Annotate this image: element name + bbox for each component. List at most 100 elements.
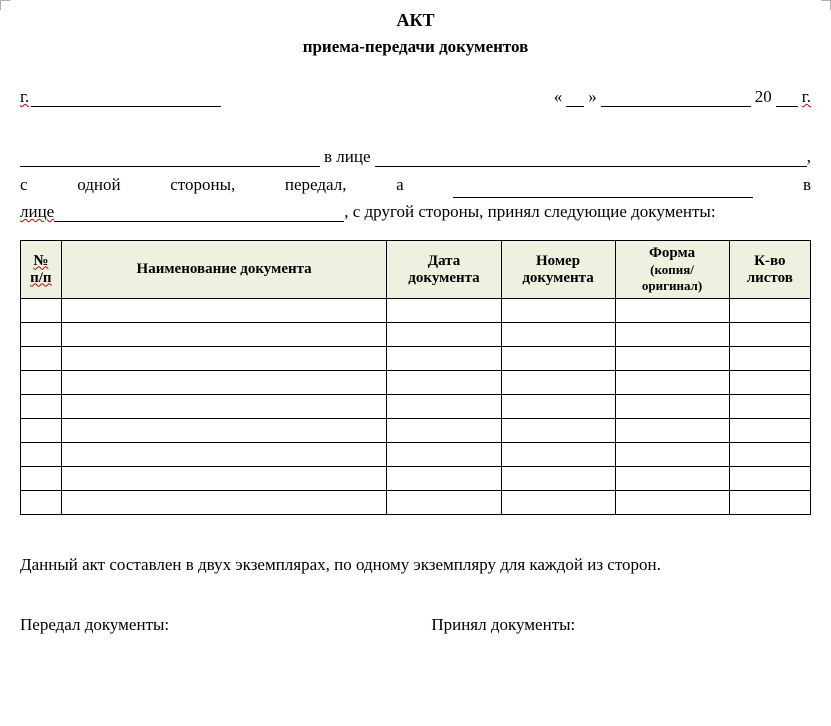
word-storony: стороны, (170, 171, 235, 198)
table-cell[interactable] (729, 371, 810, 395)
th-sheets: К-во листов (729, 241, 810, 299)
table-row (21, 299, 811, 323)
signature-row: Передал документы: Принял документы: (20, 615, 811, 635)
preamble-line-2: с одной стороны, передал, а в (20, 171, 811, 198)
table-cell[interactable] (729, 347, 810, 371)
table-cell[interactable] (61, 323, 387, 347)
table-cell[interactable] (615, 419, 729, 443)
table-cell[interactable] (21, 347, 62, 371)
quote-open: « (554, 87, 563, 107)
table-cell[interactable] (21, 371, 62, 395)
table-cell[interactable] (615, 299, 729, 323)
table-cell[interactable] (61, 443, 387, 467)
table-row (21, 443, 811, 467)
th-form: Форма (копия/ оригинал) (615, 241, 729, 299)
word-a: а (396, 171, 404, 198)
table-cell[interactable] (21, 323, 62, 347)
table-cell[interactable] (729, 323, 810, 347)
table-cell[interactable] (61, 467, 387, 491)
table-cell[interactable] (61, 395, 387, 419)
th-name: Наименование документа (61, 241, 387, 299)
month-blank[interactable] (601, 88, 751, 107)
sign-right: Принял документы: (431, 615, 811, 635)
year-blank[interactable] (776, 88, 798, 107)
table-header-row: № п/п Наименование документа Дата докуме… (21, 241, 811, 299)
corner-mark (0, 0, 10, 10)
table-cell[interactable] (387, 299, 501, 323)
table-cell[interactable] (729, 467, 810, 491)
year-prefix: 20 (755, 87, 772, 107)
party1-person-blank[interactable] (375, 148, 807, 167)
table-cell[interactable] (501, 419, 615, 443)
city-field: г. (20, 87, 221, 107)
table-cell[interactable] (729, 299, 810, 323)
word-peredal: передал, (285, 171, 347, 198)
table-cell[interactable] (387, 323, 501, 347)
table-cell[interactable] (387, 347, 501, 371)
table-cell[interactable] (21, 443, 62, 467)
table-cell[interactable] (501, 467, 615, 491)
city-blank[interactable] (31, 88, 221, 107)
table-cell[interactable] (615, 371, 729, 395)
table-row (21, 323, 811, 347)
table-row (21, 347, 811, 371)
table-cell[interactable] (501, 347, 615, 371)
table-cell[interactable] (501, 491, 615, 515)
documents-table: № п/п Наименование документа Дата докуме… (20, 240, 811, 515)
table-cell[interactable] (21, 467, 62, 491)
footer-note: Данный акт составлен в двух экземплярах,… (20, 555, 811, 575)
table-cell[interactable] (21, 419, 62, 443)
table-cell[interactable] (501, 299, 615, 323)
table-cell[interactable] (387, 491, 501, 515)
preamble-line-3: лице , с другой стороны, принял следующи… (20, 202, 811, 222)
table-cell[interactable] (729, 419, 810, 443)
party1-name-blank[interactable] (20, 148, 320, 167)
table-cell[interactable] (387, 419, 501, 443)
table-cell[interactable] (729, 395, 810, 419)
table-cell[interactable] (61, 371, 387, 395)
table-cell[interactable] (61, 491, 387, 515)
table-cell[interactable] (61, 419, 387, 443)
table-cell[interactable] (501, 371, 615, 395)
document-page: АКТ приема-передачи документов г. « » 20… (0, 0, 831, 655)
table-row (21, 371, 811, 395)
doc-title: АКТ (20, 10, 811, 31)
table-cell[interactable] (729, 491, 810, 515)
table-cell[interactable] (61, 299, 387, 323)
table-cell[interactable] (501, 395, 615, 419)
table-cell[interactable] (21, 491, 62, 515)
quote-close: » (588, 87, 597, 107)
word-s: с (20, 171, 28, 198)
sign-left: Передал документы: (20, 615, 400, 635)
table-cell[interactable] (61, 347, 387, 371)
day-blank[interactable] (566, 88, 584, 107)
word-litse: лице (20, 202, 54, 222)
year-suffix: г. (802, 87, 811, 107)
table-cell[interactable] (615, 491, 729, 515)
table-cell[interactable] (501, 443, 615, 467)
table-cell[interactable] (387, 395, 501, 419)
table-cell[interactable] (729, 443, 810, 467)
th-date: Дата документа (387, 241, 501, 299)
table-cell[interactable] (615, 323, 729, 347)
th-number: Номер документа (501, 241, 615, 299)
table-cell[interactable] (21, 395, 62, 419)
table-cell[interactable] (387, 467, 501, 491)
table-cell[interactable] (615, 347, 729, 371)
word-odnoy: одной (77, 171, 120, 198)
city-prefix: г. (20, 87, 29, 107)
table-cell[interactable] (615, 467, 729, 491)
v-litse-1: в лице (320, 147, 375, 167)
date-field: « » 20 г. (554, 87, 811, 107)
party2-name-blank[interactable] (453, 180, 753, 199)
table-cell[interactable] (21, 299, 62, 323)
table-cell[interactable] (615, 395, 729, 419)
table-cell[interactable] (387, 443, 501, 467)
table-row (21, 467, 811, 491)
table-cell[interactable] (615, 443, 729, 467)
table-cell[interactable] (387, 371, 501, 395)
party2-person-blank[interactable] (54, 204, 344, 223)
table-cell[interactable] (501, 323, 615, 347)
table-row (21, 395, 811, 419)
table-row (21, 419, 811, 443)
